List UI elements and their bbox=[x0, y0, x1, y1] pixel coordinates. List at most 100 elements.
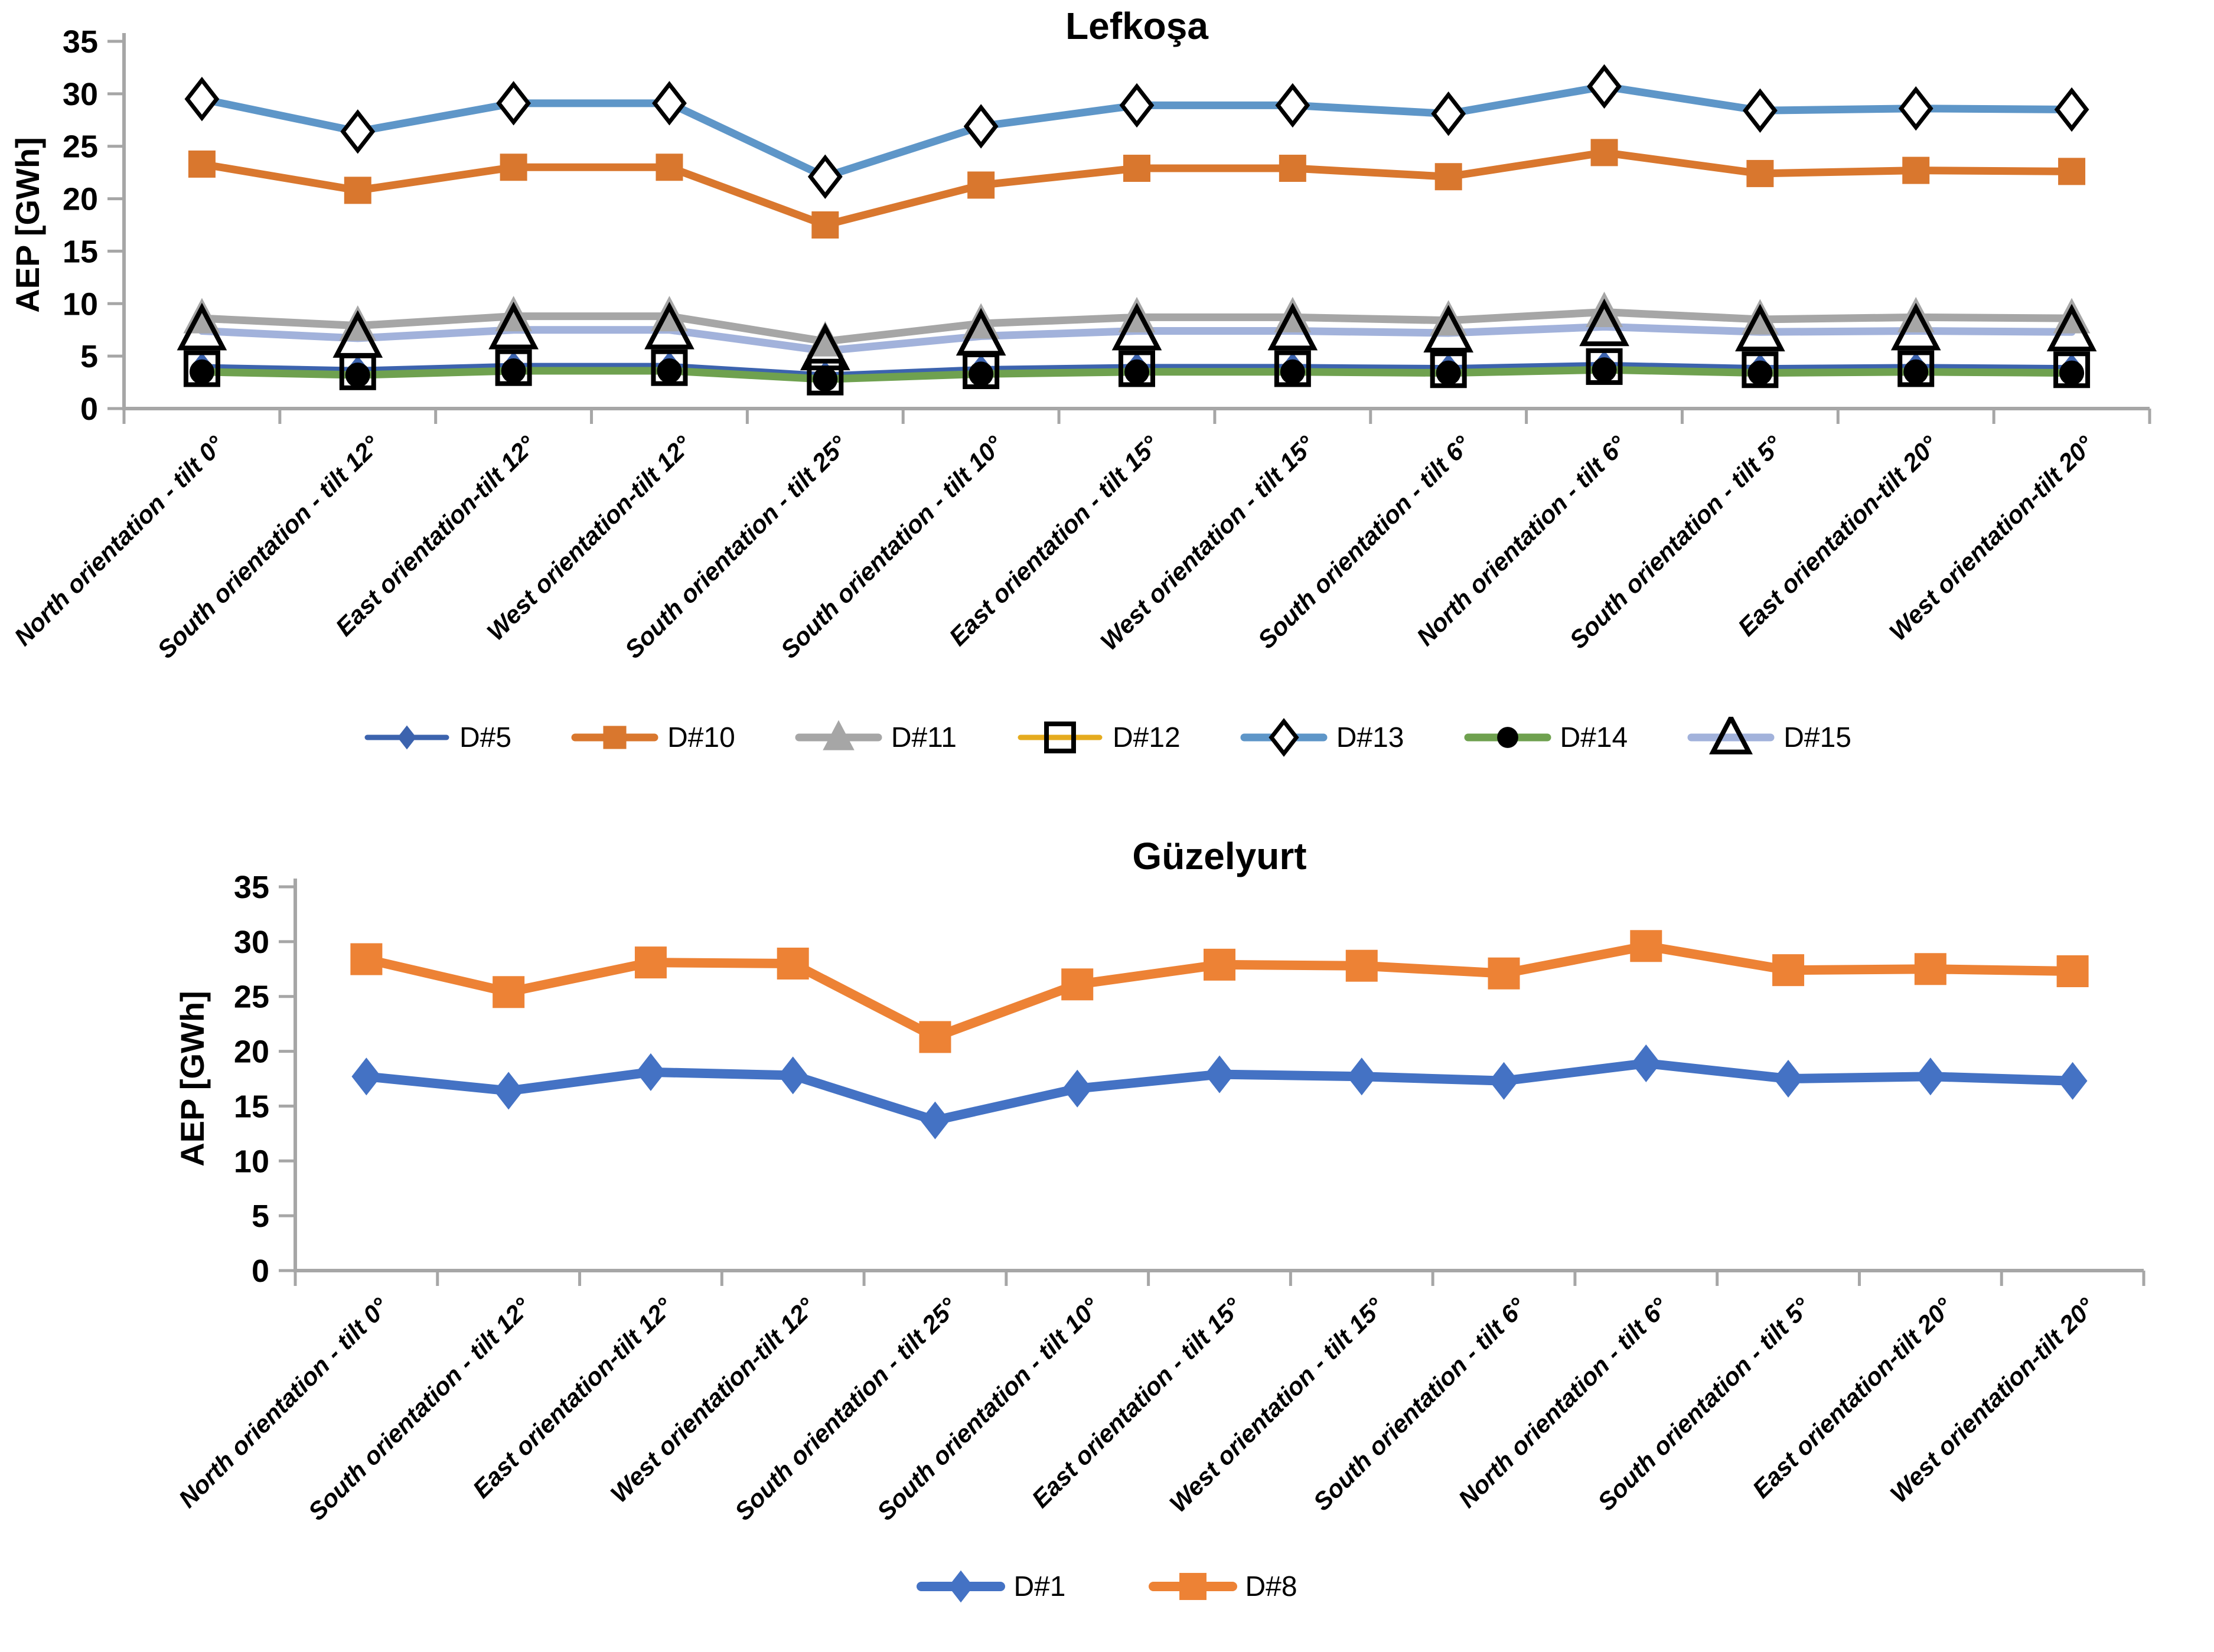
marker-D#14 bbox=[813, 367, 838, 392]
legend-label: D#1 bbox=[1013, 1571, 1066, 1602]
marker-D#12 bbox=[1586, 348, 1623, 385]
marker-D#8 bbox=[1345, 949, 1378, 982]
y-tick-label: 30 bbox=[234, 925, 269, 960]
marker-D#10 bbox=[1434, 163, 1462, 191]
y-tick-label: 25 bbox=[63, 129, 98, 165]
legend-label: D#14 bbox=[1560, 721, 1628, 753]
marker-D#14 bbox=[1592, 357, 1617, 383]
y-tick-label: 30 bbox=[63, 77, 98, 112]
marker-D#12 bbox=[1742, 351, 1779, 388]
marker-D#12 bbox=[1430, 351, 1467, 388]
marker-D#15 bbox=[1579, 298, 1629, 347]
marker-D#1 bbox=[920, 1101, 950, 1140]
marker-D#8 bbox=[1914, 953, 1946, 985]
legend-glyph-D#12 bbox=[1044, 721, 1076, 753]
marker-D#14 bbox=[1124, 359, 1149, 384]
legend-label: D#13 bbox=[1336, 721, 1404, 753]
y-tick-label: 5 bbox=[80, 339, 98, 374]
legend-marker-D#5 bbox=[364, 725, 449, 750]
marker-D#12 bbox=[651, 349, 688, 386]
y-tick-label: 35 bbox=[63, 24, 98, 60]
marker-D#15 bbox=[1111, 302, 1162, 351]
marker-D#1 bbox=[1631, 1044, 1661, 1082]
marker-D#1 bbox=[635, 1053, 666, 1091]
marker-D#10 bbox=[811, 211, 839, 239]
marker-D#8 bbox=[1204, 948, 1235, 981]
marker-D#13 bbox=[1431, 91, 1466, 136]
y-tick-label: 0 bbox=[252, 1253, 269, 1289]
x-category-label: South orientation - tilt 12° bbox=[303, 1292, 537, 1526]
marker-D#10 bbox=[1590, 139, 1618, 166]
marker-D#14 bbox=[657, 358, 682, 384]
marker-D#12 bbox=[1897, 350, 1935, 387]
chart-lefkosa: Lefkoşa AEP [GWh] 0 5 10 15 20 25 30 35 North orie… bbox=[0, 5, 2214, 758]
chart-guzelyurt: Güzelyurt AEP [GWh] 0 5 10 15 20 25 30 35 North or… bbox=[0, 786, 2214, 1607]
marker-D#15 bbox=[2046, 303, 2097, 352]
legend-label: D#11 bbox=[891, 721, 957, 753]
legend-marker-D#1 bbox=[917, 1570, 1006, 1603]
marker-D#12 bbox=[807, 358, 844, 396]
marker-D#1 bbox=[1346, 1057, 1377, 1096]
marker-D#15 bbox=[177, 302, 227, 351]
legend-label: D#8 bbox=[1245, 1571, 1297, 1602]
x-category-label: South orientation - tilt 25° bbox=[729, 1292, 963, 1526]
y-axis-title: AEP [GWh] bbox=[9, 137, 46, 313]
marker-D#8 bbox=[2056, 955, 2089, 987]
marker-D#10 bbox=[1279, 155, 1306, 182]
legend-marker-D#12 bbox=[1018, 721, 1103, 753]
marker-D#13 bbox=[963, 104, 999, 149]
legend-item-D#11: D#11 bbox=[794, 717, 957, 758]
marker-D#8 bbox=[777, 948, 809, 980]
marker-D#12 bbox=[1274, 350, 1311, 387]
legend-glyph-D#15 bbox=[1709, 717, 1753, 755]
marker-D#10 bbox=[1902, 156, 1930, 184]
marker-D#14 bbox=[2059, 360, 2085, 386]
marker-D#10 bbox=[1123, 155, 1150, 182]
marker-D#15 bbox=[644, 302, 694, 350]
marker-D#10 bbox=[2058, 158, 2086, 185]
marker-D#12 bbox=[339, 353, 376, 390]
marker-D#15 bbox=[488, 302, 539, 350]
legend-marker-D#13 bbox=[1240, 718, 1328, 757]
marker-D#8 bbox=[634, 946, 667, 979]
legend-marker-D#14 bbox=[1464, 727, 1551, 748]
legend-item-D#5: D#5 bbox=[363, 717, 511, 758]
marker-D#1 bbox=[778, 1056, 808, 1095]
legend-item-D#8: D#8 bbox=[1148, 1566, 1297, 1607]
legend-glyph-D#8 bbox=[1179, 1573, 1207, 1600]
chart-title: Güzelyurt bbox=[1132, 835, 1306, 877]
marker-D#13 bbox=[1898, 86, 1933, 131]
marker-D#14 bbox=[501, 358, 526, 384]
marker-D#1 bbox=[351, 1057, 382, 1096]
marker-D#1 bbox=[494, 1072, 524, 1110]
chart-title: Lefkoşa bbox=[1065, 5, 1208, 47]
legend-item-D#14: D#14 bbox=[1463, 717, 1628, 758]
marker-D#13 bbox=[1587, 64, 1622, 109]
legend-glyph-D#5 bbox=[397, 725, 416, 750]
legend-marker-D#8 bbox=[1148, 1573, 1237, 1600]
marker-D#15 bbox=[1423, 305, 1474, 352]
marker-D#14 bbox=[345, 363, 370, 388]
legend-item-D#12: D#12 bbox=[1016, 717, 1181, 758]
marker-D#15 bbox=[1735, 303, 1785, 352]
marker-D#10 bbox=[188, 150, 216, 178]
marker-D#8 bbox=[1488, 957, 1520, 990]
marker-D#8 bbox=[350, 943, 383, 975]
y-tick-label: 5 bbox=[252, 1199, 269, 1234]
legend-marker-D#15 bbox=[1687, 717, 1775, 755]
marker-D#13 bbox=[2054, 87, 2089, 132]
x-category-label: South orientation - tilt 10° bbox=[872, 1292, 1106, 1526]
marker-D#10 bbox=[500, 154, 527, 181]
legend-item-D#13: D#13 bbox=[1240, 717, 1404, 758]
marker-D#14 bbox=[1280, 359, 1305, 384]
marker-D#8 bbox=[1061, 968, 1094, 1001]
marker-D#1 bbox=[1773, 1060, 1804, 1098]
marker-D#1 bbox=[2058, 1062, 2088, 1100]
legend-label: D#15 bbox=[1783, 721, 1851, 753]
marker-D#15 bbox=[1890, 302, 1941, 351]
y-tick-label: 25 bbox=[234, 980, 269, 1015]
marker-D#13 bbox=[807, 154, 843, 199]
legend-glyph-D#1 bbox=[948, 1570, 974, 1603]
y-tick-label: 15 bbox=[63, 234, 98, 269]
